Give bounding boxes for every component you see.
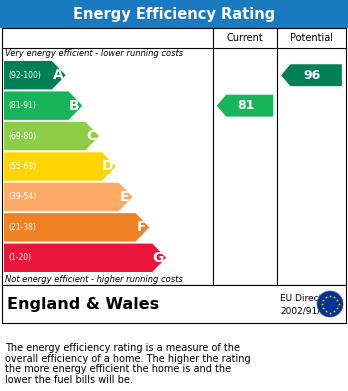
Text: overall efficiency of a home. The higher the rating: overall efficiency of a home. The higher… [5,354,251,364]
Text: Energy Efficiency Rating: Energy Efficiency Rating [73,7,275,22]
Circle shape [317,291,343,317]
Text: The energy efficiency rating is a measure of the: The energy efficiency rating is a measur… [5,343,240,353]
Text: Potential: Potential [290,33,333,43]
Text: Very energy efficient - lower running costs: Very energy efficient - lower running co… [5,50,183,59]
Text: C: C [86,129,96,143]
Text: B: B [69,99,80,113]
Text: (55-68): (55-68) [8,162,36,171]
Text: F: F [137,221,146,234]
Polygon shape [4,91,82,120]
Text: A: A [53,68,63,82]
Polygon shape [4,213,149,242]
Text: (1-20): (1-20) [8,253,31,262]
Text: England & Wales: England & Wales [7,296,159,312]
Polygon shape [4,61,66,90]
Bar [2,285,346,323]
Polygon shape [4,152,116,181]
Polygon shape [4,183,133,211]
Polygon shape [217,95,273,117]
Text: (81-91): (81-91) [8,101,36,110]
Text: D: D [102,160,114,174]
Text: G: G [152,251,164,265]
Text: 2002/91/EC: 2002/91/EC [280,306,332,315]
Polygon shape [4,122,99,150]
Text: (69-80): (69-80) [8,131,36,141]
Text: EU Directive: EU Directive [280,294,336,303]
Text: lower the fuel bills will be.: lower the fuel bills will be. [5,375,133,385]
Polygon shape [281,64,342,86]
Bar [0,0,348,28]
Polygon shape [4,244,166,272]
Text: 81: 81 [237,99,255,112]
Text: (39-54): (39-54) [8,192,36,201]
Bar [2,28,346,285]
Text: E: E [120,190,129,204]
Text: Not energy efficient - higher running costs: Not energy efficient - higher running co… [5,274,183,283]
Text: 96: 96 [304,69,321,82]
Text: (92-100): (92-100) [8,71,41,80]
Text: Current: Current [227,33,263,43]
Text: the more energy efficient the home is and the: the more energy efficient the home is an… [5,364,231,374]
Text: (21-38): (21-38) [8,223,36,232]
